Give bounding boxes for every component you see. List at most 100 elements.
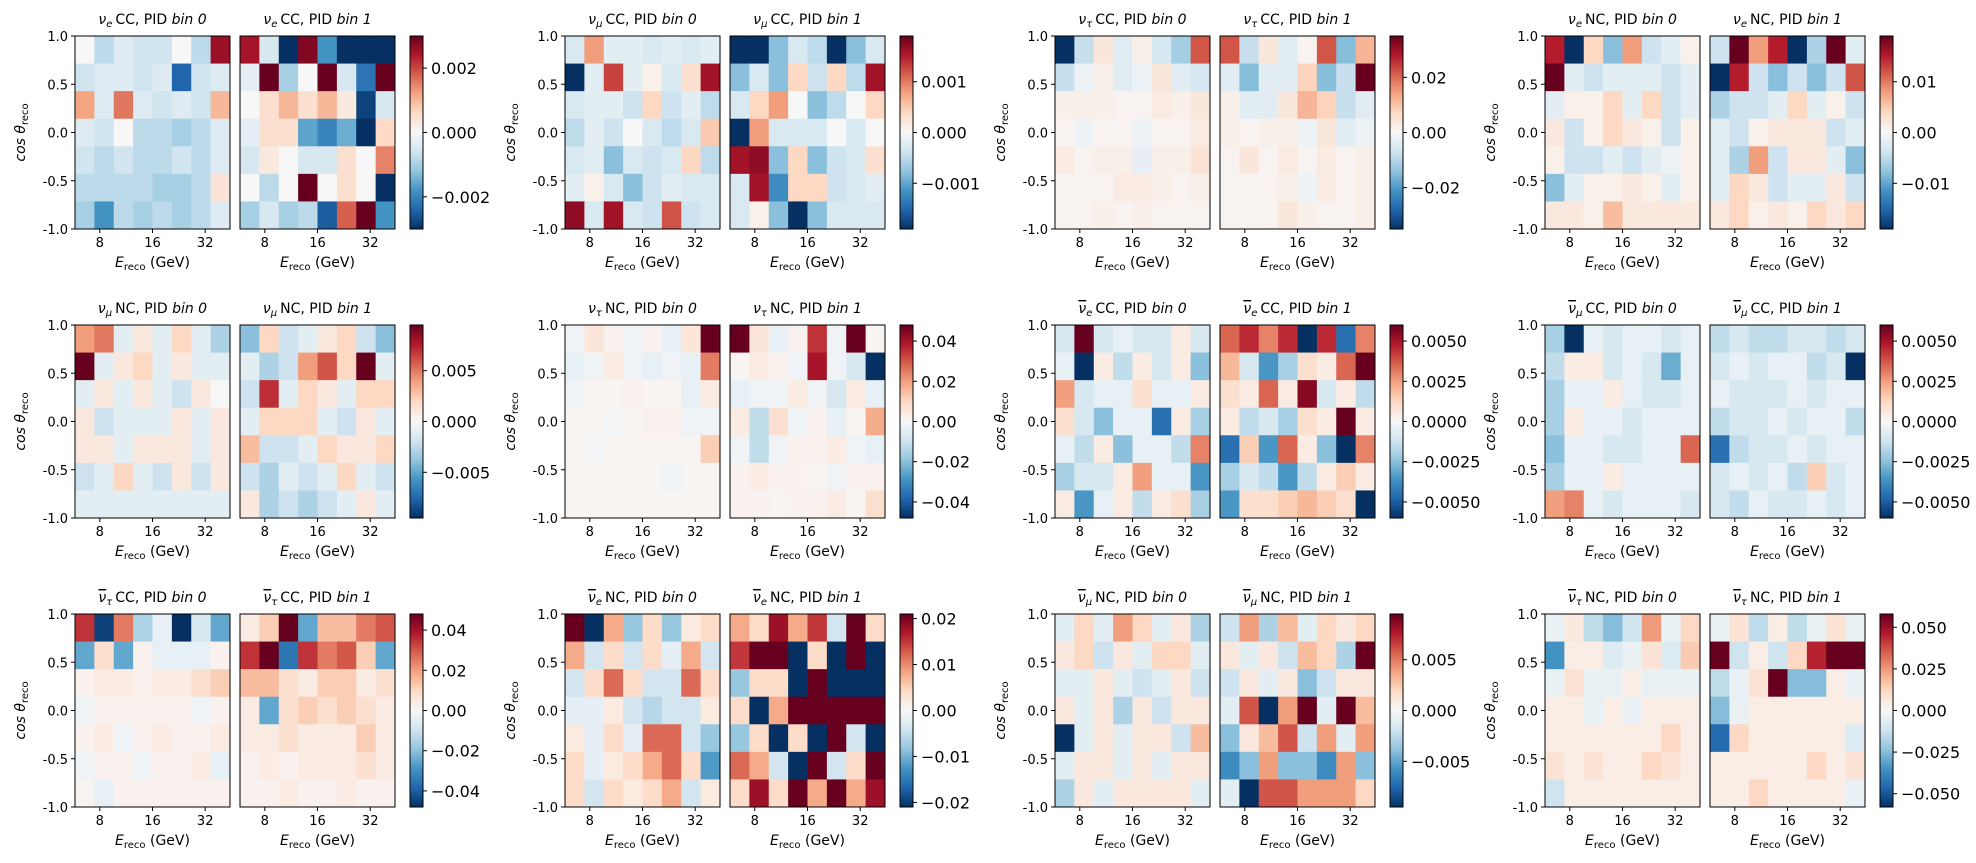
heatmap-cell [298, 173, 318, 202]
heatmap-cell [1336, 201, 1357, 230]
heatmap-cell [240, 435, 260, 464]
heatmap-cell [113, 352, 134, 381]
x-tick-label: 8 [96, 525, 104, 540]
heatmap-cell [661, 325, 682, 353]
heatmap-cell [1710, 751, 1730, 780]
heatmap-cell [75, 669, 95, 698]
heatmap-cell [1748, 91, 1769, 120]
heatmap-cell [681, 407, 702, 436]
colorbar: 0.0050.000−0.005 [1389, 613, 1470, 808]
heatmap-cell [1729, 407, 1750, 436]
heatmap-cell [375, 779, 396, 808]
heatmap-cell [1190, 724, 1211, 753]
heatmap-cell [336, 435, 357, 464]
heatmap-cell [1113, 352, 1133, 381]
heatmap-cell [1190, 352, 1211, 381]
heatmap-cell [788, 779, 808, 808]
heatmap-cell [1220, 779, 1240, 808]
x-tick-label: 16 [1124, 525, 1141, 540]
heatmap-cell [1583, 751, 1604, 780]
heatmap-cell [565, 751, 585, 780]
heatmap-cell [1845, 641, 1866, 670]
colorbar-gradient [1389, 35, 1404, 230]
heatmap-cell [240, 380, 260, 409]
heatmap-cell [1787, 118, 1808, 147]
heatmap-cell [259, 614, 280, 642]
heatmap-cell [1826, 641, 1847, 670]
heatmap-cell [1190, 380, 1211, 409]
heatmap-cell [642, 407, 663, 436]
heatmap-cell [865, 490, 886, 519]
heatmap-cell [1622, 435, 1643, 464]
heatmap-cell [375, 696, 396, 725]
colorbar-tick-label: −0.005 [431, 463, 490, 482]
heatmap-cell [1603, 641, 1623, 670]
x-axis-label: Ereco (GeV) [1750, 833, 1825, 851]
heatmap-cell [133, 173, 153, 202]
heatmap-cell [317, 201, 338, 230]
heatmap-cell [1336, 779, 1357, 808]
heatmap-cell [565, 352, 585, 381]
heatmap-cell [210, 91, 231, 120]
heatmap-cell [1220, 173, 1240, 202]
heatmap-cell [681, 173, 702, 202]
heatmap-cell [210, 325, 231, 353]
heatmap-cell [1603, 779, 1623, 808]
heatmap-cell [565, 173, 585, 202]
heatmap-cell [317, 669, 338, 698]
heatmap-cell [1622, 380, 1643, 409]
heatmap-cell [846, 696, 867, 725]
y-tick-label: -1.0 [1513, 801, 1538, 816]
heatmap-cell [807, 462, 828, 491]
heatmap-cell [1132, 91, 1153, 120]
heatmap-cell [730, 614, 750, 642]
heatmap-cell [240, 91, 260, 120]
x-tick-label: 32 [197, 525, 214, 540]
heatmap-cell [826, 201, 847, 230]
heatmap-cell [317, 173, 338, 202]
heatmap-cell [1355, 173, 1376, 202]
heatmap-cell [1661, 407, 1682, 436]
heatmap-cell [1278, 462, 1298, 491]
x-tick-label: 32 [1342, 814, 1359, 829]
heatmap-cell [807, 779, 828, 808]
heatmap-cell [788, 36, 808, 64]
heatmap-cell [1729, 724, 1750, 753]
x-tick-label: 8 [1731, 814, 1739, 829]
heatmap-cell [1748, 696, 1769, 725]
heatmap-cell [336, 462, 357, 491]
heatmap-cell [1258, 201, 1279, 230]
heatmap-cell [565, 614, 585, 642]
heatmap-cell [133, 435, 153, 464]
heatmap-cell [700, 724, 721, 753]
heatmap-cell [1806, 751, 1827, 780]
panel-title: ντ NC, PID bin 0 [1568, 590, 1677, 608]
heatmap-cell [1190, 146, 1211, 175]
heatmap-cell [259, 462, 280, 491]
heatmap-cell [1055, 462, 1075, 491]
heatmap-cell [1787, 724, 1808, 753]
heatmap-cell [1622, 724, 1643, 753]
heatmap-cell [1710, 352, 1730, 381]
heatmap-cell [210, 36, 231, 64]
heatmap-cell [1826, 462, 1847, 491]
heatmap-cell [133, 614, 153, 642]
y-axis-label: cos θreco [13, 681, 31, 739]
x-tick-label: 8 [751, 814, 759, 829]
heatmap-cell [768, 63, 789, 92]
heatmap-cell [1316, 63, 1337, 92]
heatmap-cell [278, 462, 299, 491]
heatmap-cell [1603, 91, 1623, 120]
heatmap-cell [171, 380, 192, 409]
heatmap-cell [1055, 201, 1075, 230]
heatmap-cell [1622, 352, 1643, 381]
heatmap-cell [171, 490, 192, 519]
heatmap-cell [1545, 641, 1565, 670]
heatmap-cell [1190, 407, 1211, 436]
heatmap-cell [75, 146, 95, 175]
heatmap-cell [1680, 696, 1701, 725]
heatmap-cell [1641, 173, 1662, 202]
x-axis-label: Ereco (GeV) [1095, 255, 1170, 273]
